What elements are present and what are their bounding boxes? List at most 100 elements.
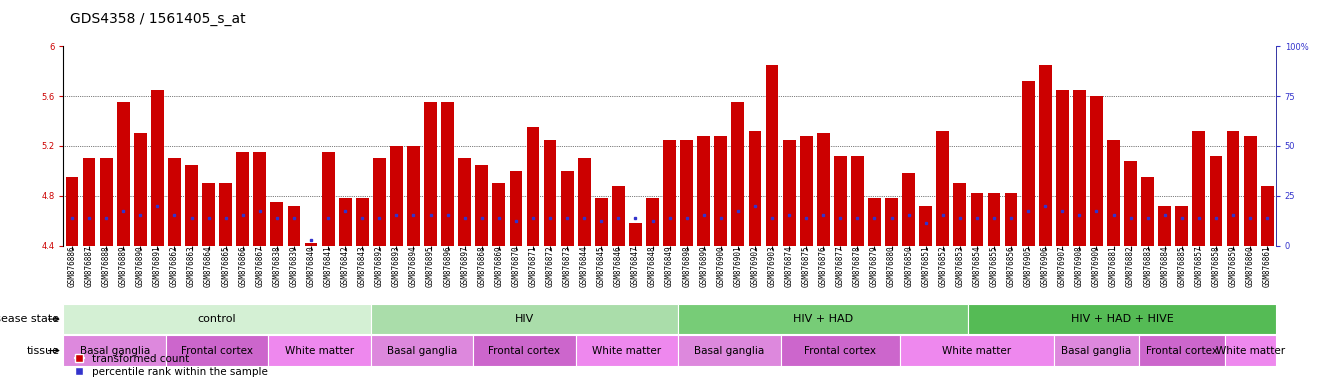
Bar — [543, 140, 557, 246]
Text: White matter: White matter — [286, 346, 354, 356]
Text: GSM876897: GSM876897 — [460, 246, 469, 287]
Text: GSM876876: GSM876876 — [818, 246, 828, 287]
Text: GSM876891: GSM876891 — [153, 246, 161, 287]
Text: disease state: disease state — [0, 314, 59, 324]
Bar — [697, 136, 710, 246]
Bar — [373, 159, 386, 246]
Text: GSM876901: GSM876901 — [734, 246, 743, 287]
Bar — [202, 184, 215, 246]
Bar — [664, 140, 676, 246]
Text: HIV + HAD + HIVE: HIV + HAD + HIVE — [1071, 314, 1174, 324]
Bar — [165, 336, 268, 366]
Bar — [1124, 161, 1137, 246]
Text: GSM876889: GSM876889 — [119, 246, 128, 287]
Bar — [116, 102, 130, 246]
Text: GSM876884: GSM876884 — [1161, 246, 1169, 287]
Text: GSM876873: GSM876873 — [563, 246, 571, 287]
Text: GSM876848: GSM876848 — [648, 246, 657, 287]
Bar — [629, 223, 642, 246]
Bar — [936, 131, 949, 246]
Bar — [561, 171, 574, 246]
Bar — [407, 146, 420, 246]
Text: GSM876892: GSM876892 — [375, 246, 383, 287]
Text: GSM876875: GSM876875 — [801, 246, 810, 287]
Text: GSM876909: GSM876909 — [1092, 246, 1101, 287]
Text: GSM876902: GSM876902 — [751, 246, 759, 287]
Text: GSM876862: GSM876862 — [171, 246, 178, 287]
Text: Frontal cortex: Frontal cortex — [181, 346, 253, 356]
Bar — [473, 336, 575, 366]
Bar — [1073, 90, 1085, 246]
Bar — [459, 159, 471, 246]
Bar — [578, 159, 591, 246]
Text: GSM876847: GSM876847 — [631, 246, 640, 287]
Text: HIV: HIV — [514, 314, 534, 324]
Bar — [288, 206, 300, 246]
Bar — [748, 131, 761, 246]
Bar — [509, 171, 522, 246]
Text: GSM876864: GSM876864 — [204, 246, 213, 287]
Bar — [390, 146, 403, 246]
Text: GDS4358 / 1561405_s_at: GDS4358 / 1561405_s_at — [70, 12, 246, 25]
Text: GSM876886: GSM876886 — [67, 246, 77, 287]
Text: GSM876883: GSM876883 — [1144, 246, 1153, 287]
Text: Basal ganglia: Basal ganglia — [694, 346, 764, 356]
Bar — [66, 177, 78, 246]
Bar — [765, 65, 779, 246]
Text: GSM876853: GSM876853 — [956, 246, 964, 287]
Bar — [834, 156, 846, 246]
Bar — [612, 186, 625, 246]
Bar — [219, 184, 233, 246]
Bar — [338, 199, 352, 246]
Text: GSM876903: GSM876903 — [768, 246, 776, 287]
Bar — [1039, 65, 1051, 246]
Bar — [1022, 81, 1035, 246]
Bar — [970, 194, 984, 246]
Text: GSM876888: GSM876888 — [102, 246, 111, 287]
Bar — [526, 127, 539, 246]
Text: GSM876896: GSM876896 — [443, 246, 452, 287]
Bar — [83, 159, 95, 246]
Bar — [1224, 336, 1276, 366]
Text: GSM876838: GSM876838 — [272, 246, 282, 287]
Text: GSM876868: GSM876868 — [477, 246, 486, 287]
Text: GSM876894: GSM876894 — [408, 246, 418, 287]
Text: GSM876843: GSM876843 — [358, 246, 366, 287]
Text: GSM876895: GSM876895 — [426, 246, 435, 287]
Text: GSM876885: GSM876885 — [1178, 246, 1186, 287]
Bar — [1054, 336, 1140, 366]
Text: GSM876856: GSM876856 — [1006, 246, 1015, 287]
Bar — [63, 304, 370, 334]
Text: GSM876887: GSM876887 — [85, 246, 94, 287]
Text: GSM876880: GSM876880 — [887, 246, 896, 287]
Text: GSM876871: GSM876871 — [529, 246, 538, 287]
Legend: transformed count, percentile rank within the sample: transformed count, percentile rank withi… — [75, 354, 268, 377]
Text: GSM876859: GSM876859 — [1228, 246, 1237, 287]
Bar — [678, 304, 969, 334]
Text: GSM876845: GSM876845 — [596, 246, 605, 287]
Bar — [370, 304, 678, 334]
Bar — [63, 336, 165, 366]
Text: GSM876879: GSM876879 — [870, 246, 879, 287]
Text: GSM876905: GSM876905 — [1023, 246, 1032, 287]
Bar — [254, 152, 266, 246]
Bar — [370, 336, 473, 366]
Text: GSM876839: GSM876839 — [290, 246, 299, 287]
Bar — [886, 199, 898, 246]
Bar — [99, 159, 112, 246]
Bar — [575, 336, 678, 366]
Bar — [151, 90, 164, 246]
Text: GSM876881: GSM876881 — [1109, 246, 1118, 287]
Text: GSM876877: GSM876877 — [836, 246, 845, 287]
Bar — [595, 199, 608, 246]
Text: GSM876842: GSM876842 — [341, 246, 350, 287]
Text: GSM876898: GSM876898 — [682, 246, 691, 287]
Bar — [1261, 186, 1273, 246]
Text: GSM876866: GSM876866 — [238, 246, 247, 287]
Bar — [268, 336, 370, 366]
Bar — [321, 152, 334, 246]
Bar — [919, 206, 932, 246]
Bar — [1141, 177, 1154, 246]
Text: GSM876869: GSM876869 — [494, 246, 504, 287]
Text: GSM876900: GSM876900 — [717, 246, 726, 287]
